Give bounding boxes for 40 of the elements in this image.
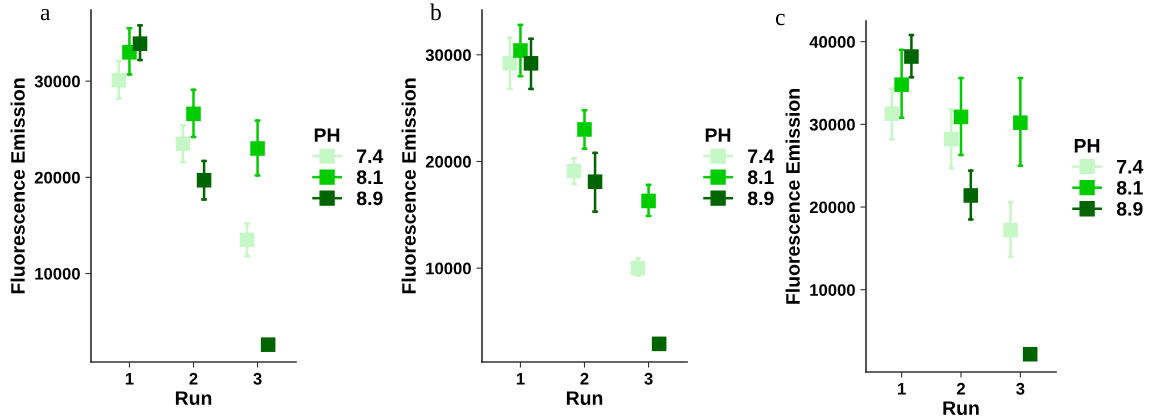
- x-axis-title: Run: [943, 401, 979, 416]
- x-tick-label: 1: [125, 373, 134, 385]
- x-tick-label: 2: [580, 372, 589, 385]
- chart-title: b: [430, 3, 441, 21]
- y-tick-label: 30000: [34, 75, 80, 88]
- legend-label: 8.1: [747, 170, 774, 185]
- y-tick-label: 10000: [810, 284, 855, 296]
- y-tick-label: 20000: [809, 201, 855, 214]
- x-axis-title: Run: [566, 391, 603, 406]
- legend-label: 8.9: [747, 191, 774, 206]
- legend-label: 7.4: [748, 149, 775, 163]
- legend-title: PH: [1074, 139, 1100, 153]
- y-tick-label: 40000: [809, 36, 855, 48]
- x-tick-label: 2: [189, 372, 198, 385]
- y-tick-label: 20000: [425, 155, 471, 168]
- x-tick-label: 3: [253, 372, 262, 385]
- x-tick-label: 1: [516, 373, 525, 385]
- y-tick-label: 30000: [809, 118, 855, 131]
- chart-title: a: [40, 8, 51, 21]
- y-axis-title: Fluorescence Emission: [401, 78, 416, 294]
- y-axis-title: Fluorescence Emission: [785, 89, 800, 304]
- legend-label: 8.9: [356, 191, 383, 206]
- x-tick-label: 3: [644, 372, 653, 385]
- legend-label: 8.9: [1116, 201, 1143, 216]
- legend-title: PH: [705, 128, 731, 142]
- y-tick-label: 10000: [35, 267, 80, 280]
- chart-title: c: [775, 13, 785, 26]
- y-tick-label: 30000: [425, 49, 471, 62]
- y-tick-label: 20000: [34, 171, 80, 184]
- x-tick-label: 1: [898, 383, 906, 395]
- legend-label: 8.1: [1116, 180, 1143, 195]
- x-tick-label: 2: [956, 382, 965, 395]
- legend-label: 8.1: [356, 170, 383, 185]
- legend-label: 7.4: [1117, 160, 1144, 174]
- legend-title: PH: [314, 128, 340, 142]
- x-tick-label: 3: [1016, 382, 1025, 395]
- x-axis-title: Run: [175, 391, 212, 406]
- legend-label: 7.4: [357, 149, 384, 163]
- y-axis-title: Fluorescence Emission: [10, 78, 25, 294]
- y-tick-label: 10000: [426, 262, 471, 275]
